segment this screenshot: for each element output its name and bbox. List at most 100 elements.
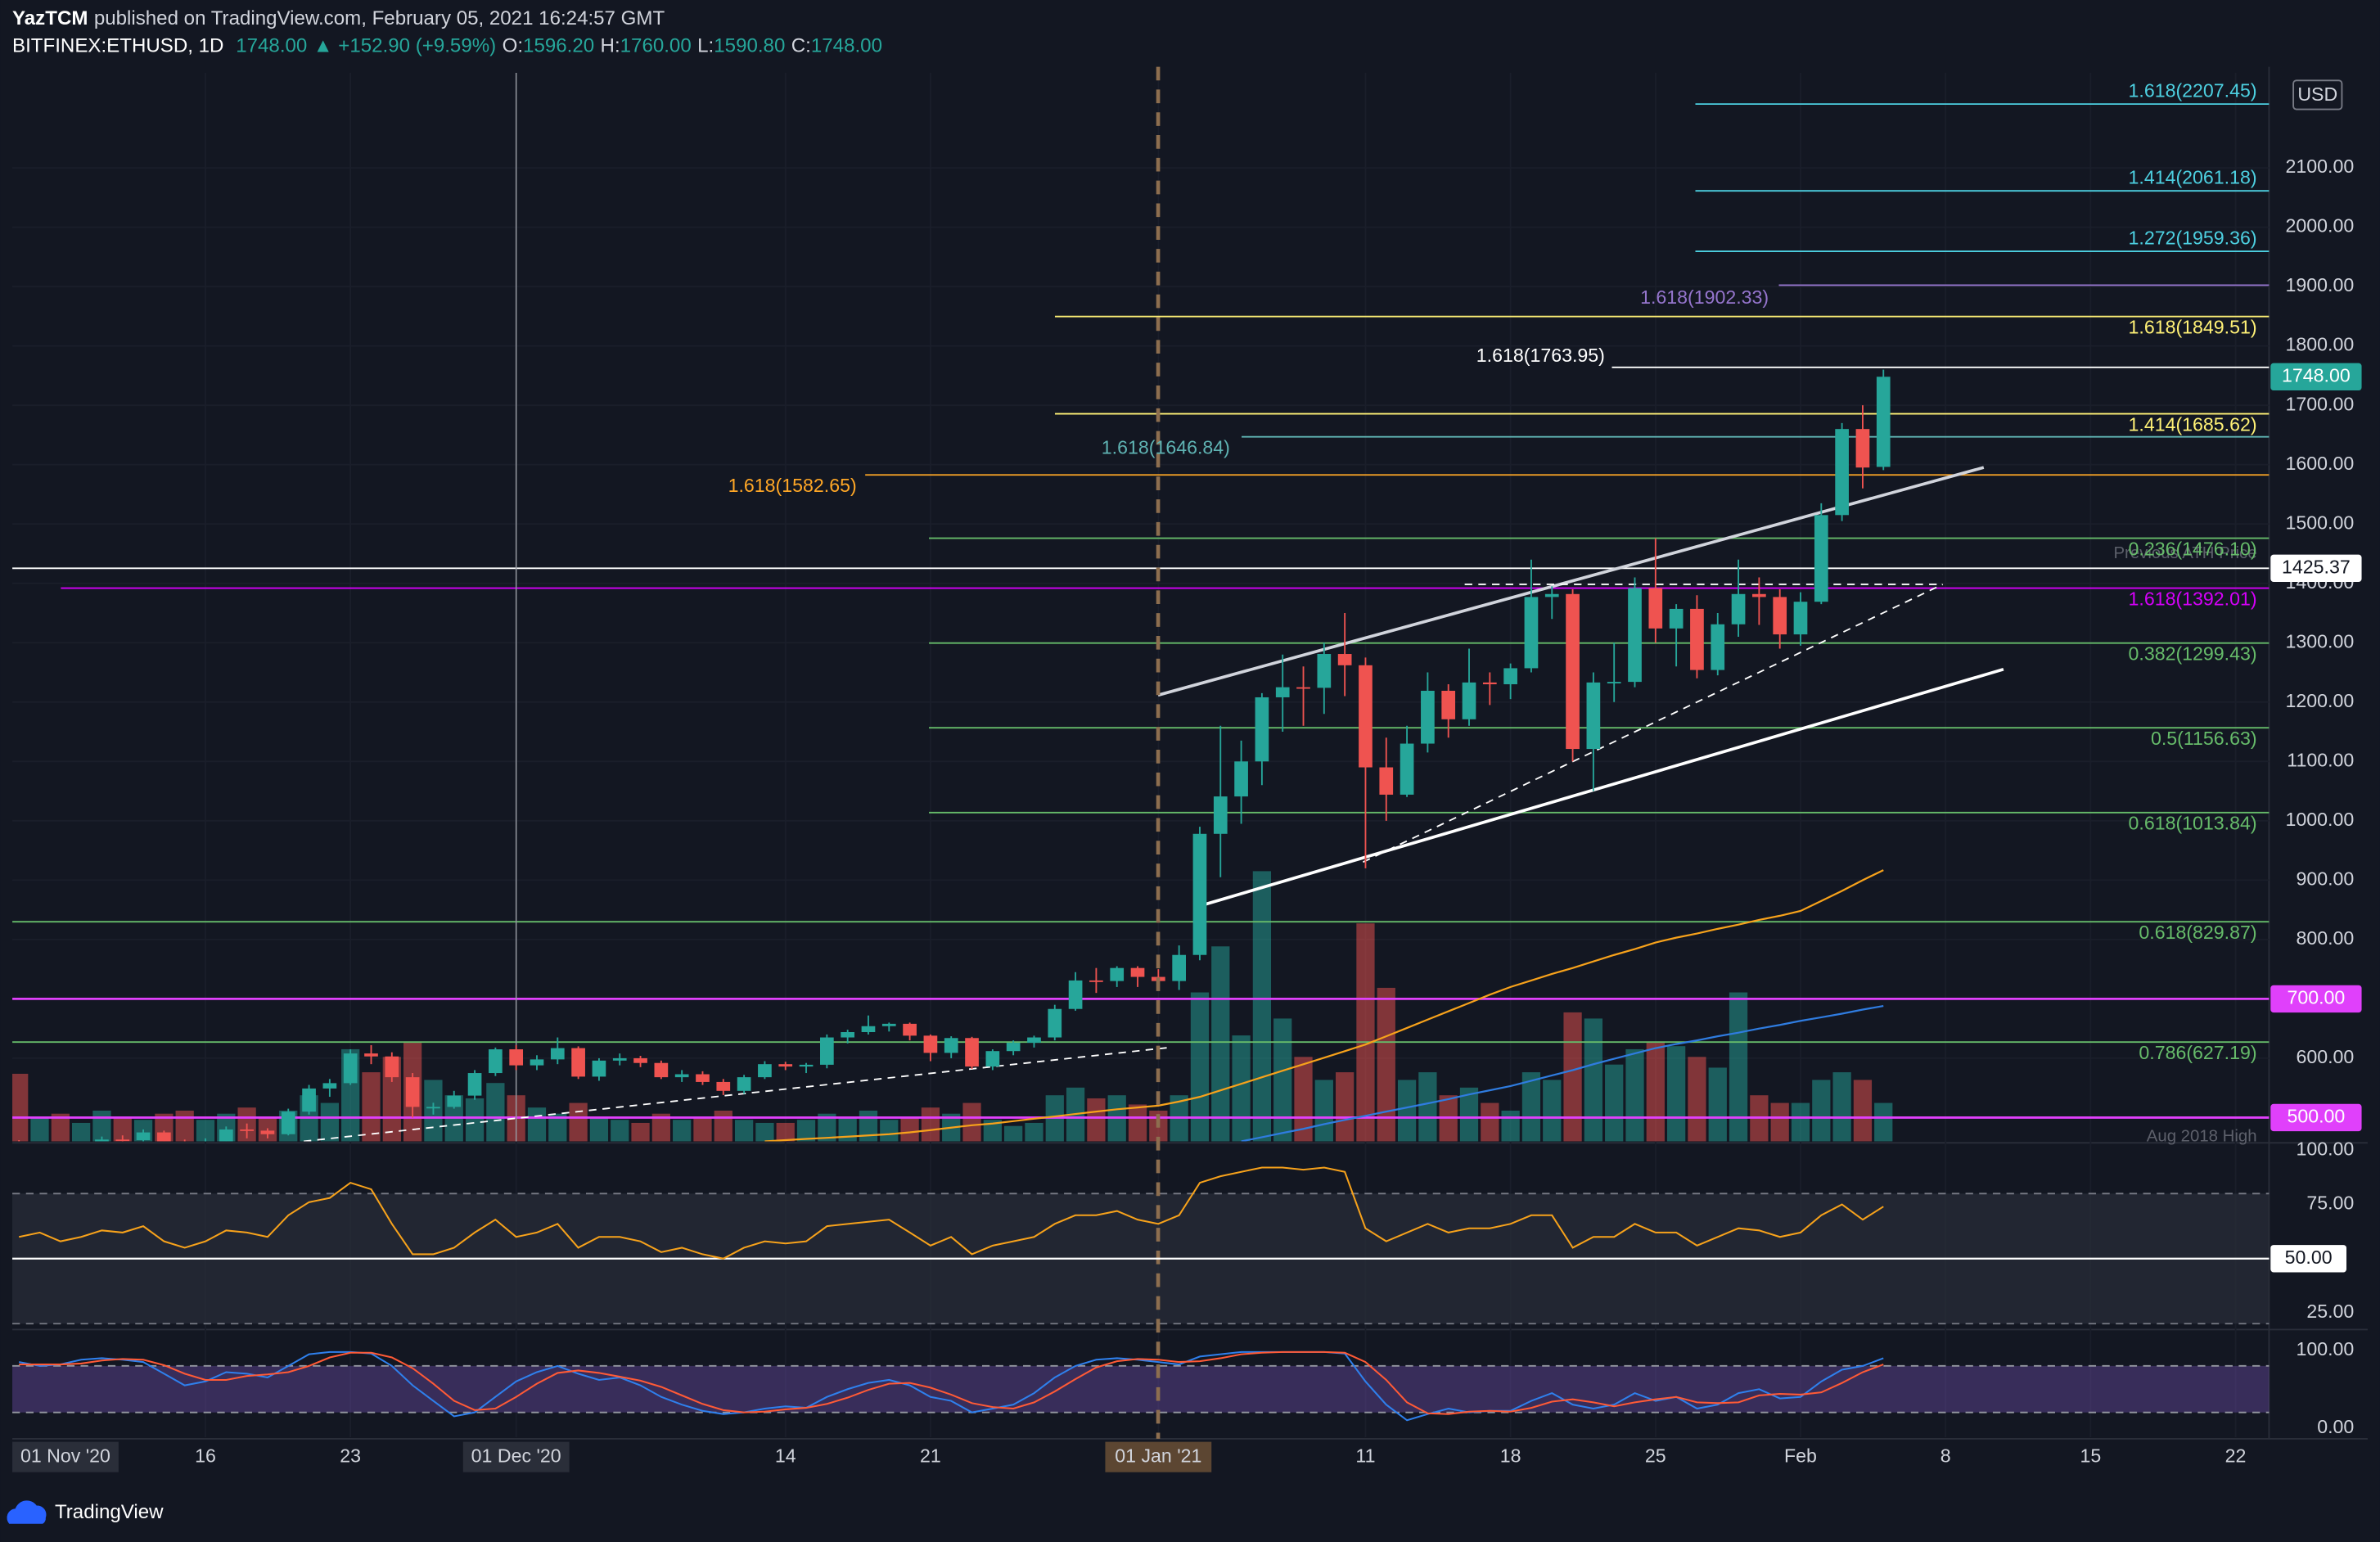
candle-body xyxy=(985,1051,1000,1067)
volume-bar xyxy=(569,1102,588,1142)
volume-bar xyxy=(196,1120,215,1142)
level-label: 1.618(1849.51) xyxy=(2129,317,2257,338)
candle-body xyxy=(944,1038,958,1053)
candle-body xyxy=(1192,833,1207,955)
volume-bar xyxy=(1791,1102,1810,1142)
stoch-d-line xyxy=(19,1350,1884,1415)
volume-bar xyxy=(1521,1072,1541,1142)
volume-bar xyxy=(859,1110,878,1142)
candles xyxy=(18,369,1891,1142)
indicators xyxy=(12,1166,2270,1422)
volume-bar xyxy=(796,1120,816,1142)
volume-bar xyxy=(1770,1102,1789,1142)
candle-body xyxy=(1628,588,1642,683)
level-label: 1.618(1582.65) xyxy=(728,475,857,496)
volume-bar xyxy=(880,1120,899,1142)
candle-body xyxy=(509,1049,524,1066)
candle-body xyxy=(1275,687,1290,697)
x-tick-label: 01 Nov '20 xyxy=(20,1445,110,1466)
x-tick-label: 18 xyxy=(1500,1445,1521,1466)
candle-body xyxy=(1607,682,1621,683)
x-tick-label: 01 Jan '21 xyxy=(1115,1445,1201,1466)
candle-body xyxy=(240,1129,254,1131)
volume-bar xyxy=(1874,1102,1893,1142)
candle-body xyxy=(778,1064,793,1067)
x-tick-label: 14 xyxy=(775,1445,796,1466)
l-value: 1590.80 xyxy=(714,35,785,57)
y-tick-label: 600.00 xyxy=(2296,1046,2354,1067)
level-label: 1.618(1646.84) xyxy=(1102,437,1230,458)
c-label: C: xyxy=(791,35,811,57)
candle-body xyxy=(799,1064,814,1067)
volume-bar xyxy=(1543,1080,1562,1142)
stoch-tick-label: 100.00 xyxy=(2296,1338,2354,1359)
candle-body xyxy=(1482,682,1497,685)
volume-bar xyxy=(1294,1057,1313,1142)
x-tick-label: 15 xyxy=(2080,1445,2101,1466)
volume-bar xyxy=(962,1102,981,1142)
candle-body xyxy=(385,1056,399,1078)
price-tag-label: 500.00 xyxy=(2287,1106,2345,1127)
x-tick-label: 25 xyxy=(1645,1445,1666,1466)
candle-body xyxy=(612,1057,627,1061)
price-tag-label: 1425.37 xyxy=(2282,556,2351,577)
level-label: 0.618(829.87) xyxy=(2139,922,2256,943)
stoch-k-line xyxy=(19,1350,1884,1422)
level-label: 1.618(1902.33) xyxy=(1640,286,1769,308)
candle-body xyxy=(1359,665,1373,768)
candle-body xyxy=(1773,597,1787,635)
level-label: 0.236(1476.10) xyxy=(2129,538,2257,559)
volume-bar xyxy=(611,1120,629,1142)
y-tick-label: 800.00 xyxy=(2296,927,2354,949)
logo: TradingView xyxy=(7,1500,164,1524)
x-tick-label: 23 xyxy=(340,1445,361,1466)
candle-body xyxy=(1421,690,1435,744)
y-tick-label: 1800.00 xyxy=(2286,334,2355,355)
x-tick-label: 22 xyxy=(2225,1445,2247,1466)
candle-body xyxy=(198,1141,213,1142)
candle-body xyxy=(136,1132,151,1141)
volume-bar xyxy=(1397,1080,1417,1142)
stoch-tick-label: 0.00 xyxy=(2317,1416,2354,1437)
candle-body xyxy=(861,1026,876,1033)
h-label: H: xyxy=(601,35,620,57)
price-pane xyxy=(12,73,2270,1142)
volume-bar xyxy=(1646,1041,1665,1142)
symbol: BITFINEX:ETHUSD, 1D xyxy=(12,35,223,57)
rsi-tag xyxy=(2270,1245,2346,1273)
currency: USD xyxy=(2297,83,2337,105)
volume-bar xyxy=(1605,1064,1624,1142)
candle-body xyxy=(1213,796,1228,834)
x-tick-box xyxy=(12,1441,119,1472)
volume-bar xyxy=(589,1118,609,1142)
volume-bar xyxy=(734,1120,754,1142)
y-tick-label: 1000.00 xyxy=(2286,809,2355,830)
level-label: 1.272(1959.36) xyxy=(2129,227,2257,248)
x-tick-box xyxy=(1105,1441,1212,1472)
volume-bar xyxy=(320,1102,339,1142)
change: ▲ +152.90 (+9.59%) xyxy=(313,35,496,57)
volume-bar xyxy=(1336,1072,1355,1142)
volume-bar xyxy=(1273,1018,1292,1142)
candle-body xyxy=(260,1130,275,1134)
candle-body xyxy=(447,1095,462,1107)
x-tick-label: 8 xyxy=(1941,1445,1951,1466)
candle-body xyxy=(322,1083,337,1089)
candle-body xyxy=(115,1139,130,1142)
candle-body xyxy=(1172,954,1186,981)
author: YazTCM xyxy=(12,7,88,29)
rsi-tick-label: 75.00 xyxy=(2306,1193,2354,1214)
y-tick-label: 1900.00 xyxy=(2286,274,2355,295)
candle-body xyxy=(696,1074,710,1082)
volume-bar xyxy=(51,1113,70,1142)
axes: 600.00 700.00 800.00 900.00 1000.00 1100.00 12… xyxy=(12,79,2362,1472)
volume-bar xyxy=(1625,1048,1644,1142)
candle-body xyxy=(530,1059,544,1066)
candle-body xyxy=(489,1049,503,1074)
volume-bar xyxy=(175,1110,194,1142)
volume-bar xyxy=(1190,992,1210,1142)
candle-body xyxy=(820,1037,834,1065)
candle-body xyxy=(405,1077,420,1107)
volume-bar xyxy=(1252,871,1272,1142)
